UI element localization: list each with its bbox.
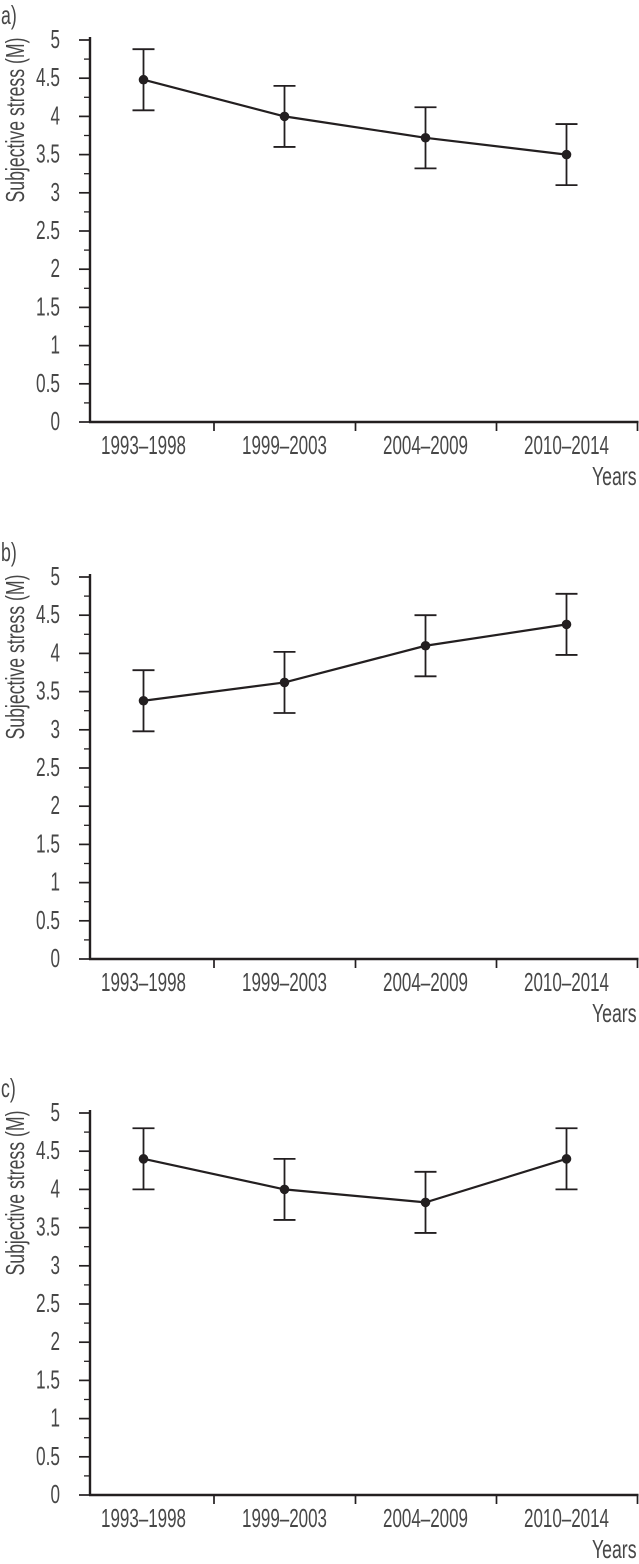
x-category-label: 1993–1998: [101, 1503, 186, 1533]
data-point: [420, 132, 431, 143]
y-axis-title: Subjective stress (M): [0, 574, 30, 740]
data-point: [420, 1197, 431, 1208]
x-category-label: 1999–2003: [242, 967, 327, 997]
y-tick-label: 1.5: [36, 291, 60, 321]
data-point: [561, 149, 572, 160]
y-tick-label: 5: [51, 1097, 61, 1127]
x-axis-title: Years: [592, 1534, 637, 1564]
y-tick-label: 2: [51, 253, 61, 283]
data-point: [279, 677, 290, 688]
data-point: [138, 1154, 149, 1164]
x-category-label: 1999–2003: [242, 1503, 327, 1533]
y-tick-label: 1.5: [36, 828, 60, 858]
y-tick-label: 4: [51, 1173, 61, 1203]
data-point: [561, 619, 572, 630]
data-point: [138, 695, 149, 706]
data-point: [138, 74, 149, 85]
y-tick-label: 2.5: [36, 1288, 60, 1318]
panel-a: 0 0.5 1 1.5 2 2.5 3 3.5 4 4.5 5 1993–1998 1999–2003 2…: [0, 0, 639, 489]
line-chart-b: 0 0.5 1 1.5 2 2.5 3 3.5 4 4.5 5 1993–1998 1999–2003 2…: [36, 561, 639, 997]
y-axis-title: Subjective stress (M): [0, 1110, 30, 1276]
y-tick-label: 5: [51, 24, 61, 54]
y-tick-label: 1: [51, 1403, 61, 1433]
x-category-label: 2010–2014: [524, 1503, 609, 1533]
y-tick-label: 0.5: [36, 368, 60, 398]
y-tick-label: 2.5: [36, 752, 60, 782]
data-point: [279, 1184, 290, 1195]
y-tick-label: 4.5: [36, 599, 60, 629]
y-tick-label: 0.5: [36, 1441, 60, 1471]
y-tick-label: 1: [51, 330, 61, 360]
panel-c: 0 0.5 1 1.5 2 2.5 3 3.5 4 4.5 5 1993–1998 1999–2003 2…: [0, 1073, 639, 1562]
panel-label-b: b): [1, 537, 17, 567]
y-tick-label: 4: [51, 100, 61, 130]
panel-b: 0 0.5 1 1.5 2 2.5 3 3.5 4 4.5 5 1993–1998 1999–2003 2…: [0, 537, 639, 1026]
y-tick-label: 2: [51, 790, 61, 820]
line-chart-c: 0 0.5 1 1.5 2 2.5 3 3.5 4 4.5 5 1993–1998 1999–2003 2…: [36, 1097, 639, 1533]
x-category-label: 1993–1998: [101, 967, 186, 997]
y-tick-label: 3: [51, 177, 61, 207]
x-category-label: 2004–2009: [383, 430, 468, 460]
y-tick-label: 3.5: [36, 676, 60, 706]
x-category-label: 2010–2014: [524, 967, 609, 997]
y-tick-label: 2.5: [36, 215, 60, 245]
x-category-label: 1993–1998: [101, 430, 186, 460]
line-chart-a: 0 0.5 1 1.5 2 2.5 3 3.5 4 4.5 5 1993–1998 1999–2003 2…: [36, 24, 639, 460]
panel-label-c: c): [1, 1073, 16, 1103]
x-category-label: 2004–2009: [383, 1503, 468, 1533]
y-tick-label: 0: [51, 1479, 61, 1509]
y-tick-label: 4.5: [36, 62, 60, 92]
y-tick-label: 3: [51, 1250, 61, 1280]
y-tick-label: 0: [51, 943, 61, 973]
x-axis-title: Years: [592, 461, 637, 491]
y-tick-label: 3.5: [36, 139, 60, 169]
x-category-label: 1999–2003: [242, 430, 327, 460]
y-tick-label: 3: [51, 714, 61, 744]
data-point: [420, 640, 431, 651]
series-line: [143, 623, 567, 702]
data-point: [561, 1154, 572, 1164]
y-tick-label: 2: [51, 1326, 61, 1356]
series-line: [143, 1157, 567, 1204]
y-tick-label: 1: [51, 867, 61, 897]
y-tick-label: 1.5: [36, 1364, 60, 1394]
x-category-label: 2004–2009: [383, 967, 468, 997]
y-axis-title: Subjective stress (M): [0, 37, 30, 203]
x-category-label: 2010–2014: [524, 430, 609, 460]
x-axis-title: Years: [592, 998, 637, 1028]
y-tick-label: 3.5: [36, 1212, 60, 1242]
y-tick-label: 4.5: [36, 1135, 60, 1165]
data-point: [279, 111, 290, 122]
y-tick-label: 4: [51, 637, 61, 667]
y-tick-label: 0: [51, 406, 61, 436]
series-line: [143, 78, 567, 156]
y-tick-label: 5: [51, 561, 61, 591]
panel-label-a: a): [1, 0, 17, 30]
y-tick-label: 0.5: [36, 905, 60, 935]
